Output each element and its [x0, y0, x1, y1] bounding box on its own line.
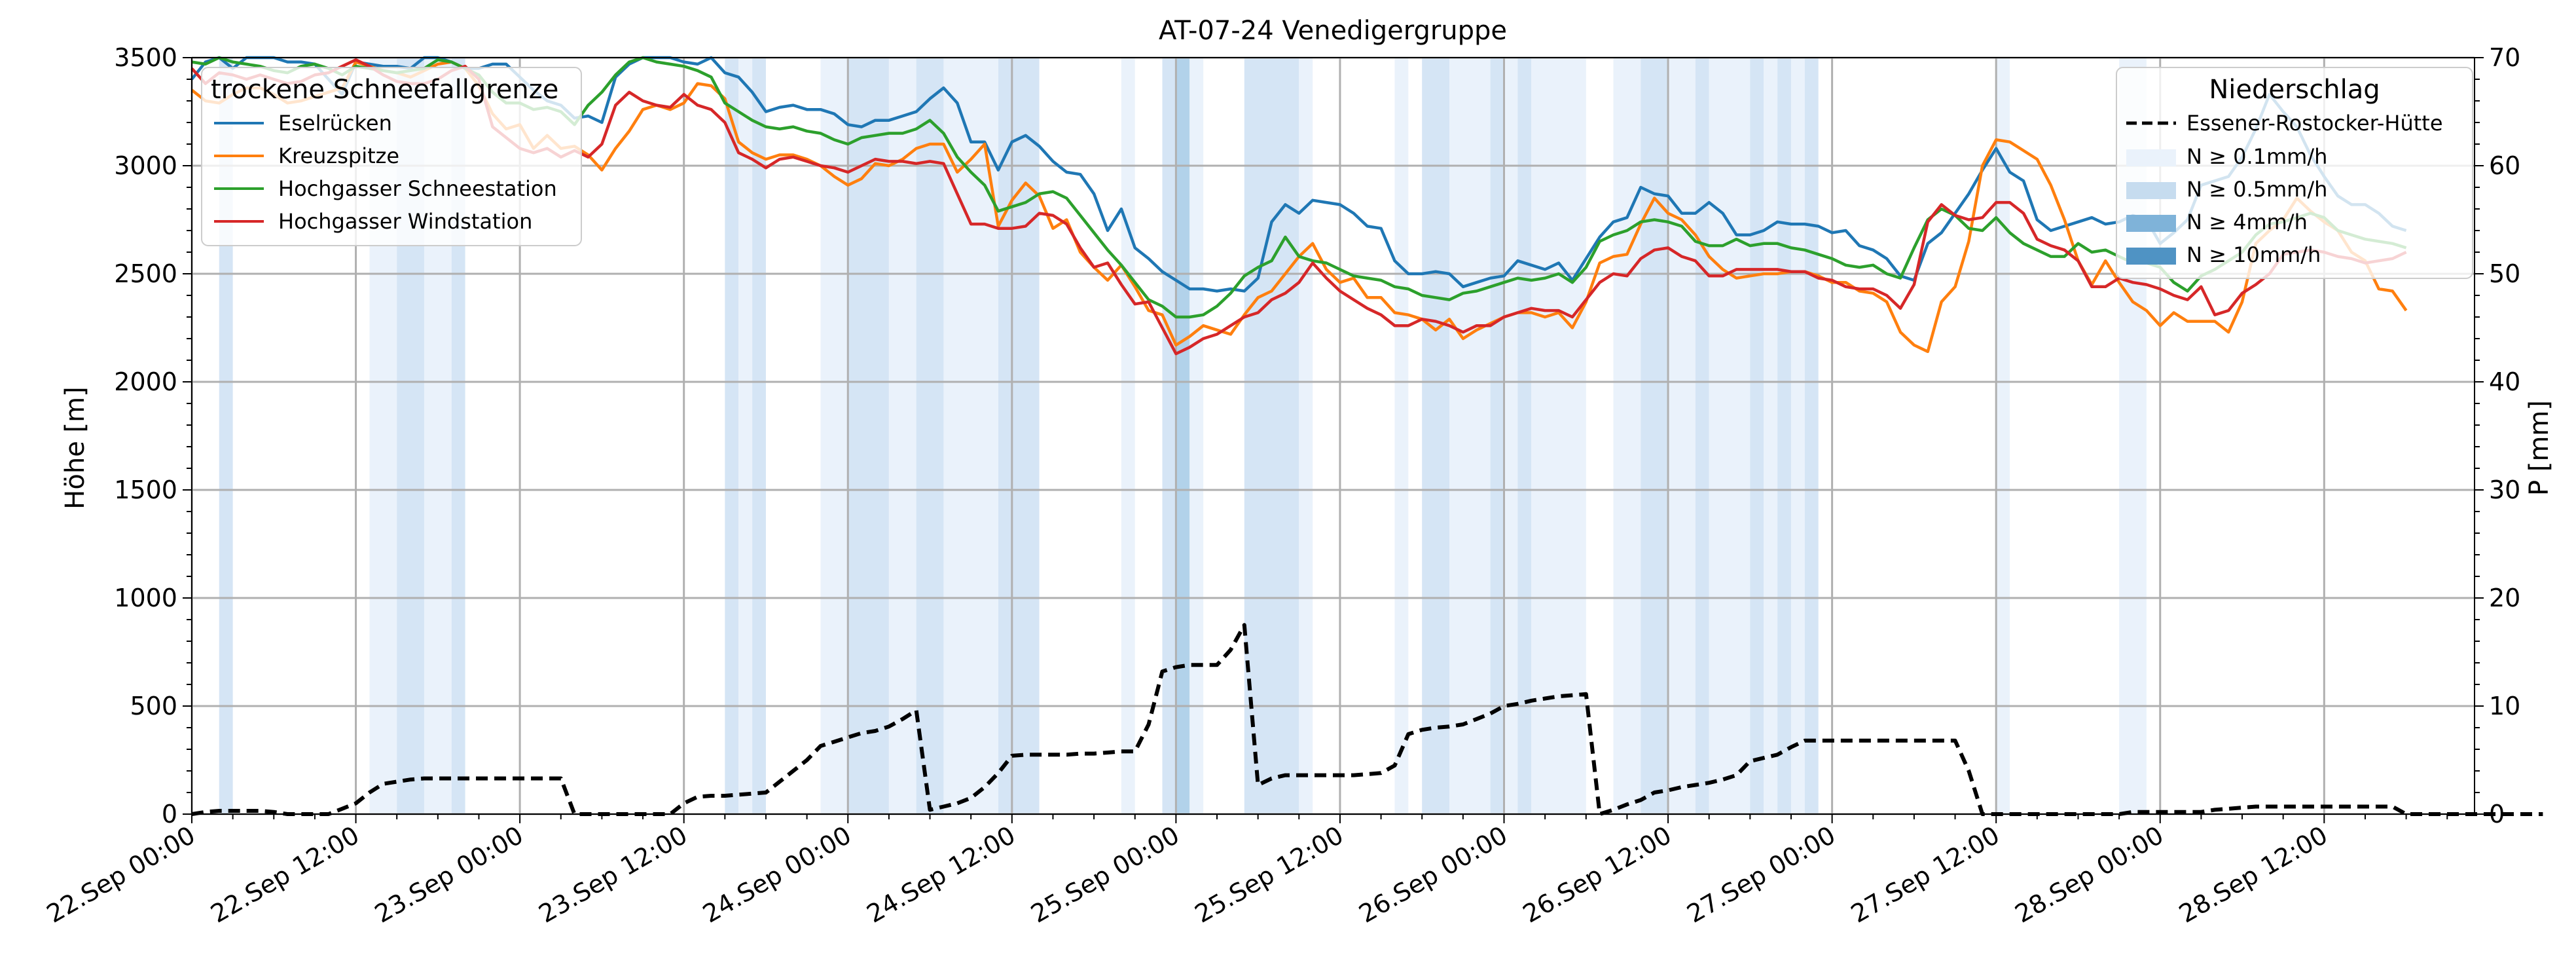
legend-snowline: trockene Schneefallgrenze Eselrücken Kre…	[201, 67, 582, 246]
precip-band-19	[1299, 58, 1313, 814]
precip-band-34	[1777, 58, 1791, 814]
legend-swatch-precip-level-1	[2126, 149, 2176, 166]
precip-band-27	[1613, 58, 1641, 814]
legend-label-precip-level-2: N ≥ 0.5mm/h	[2186, 177, 2327, 202]
legend-label-hochgasser-schneestation: Hochgasser Schneestation	[278, 176, 557, 201]
legend-precipitation-title: Niederschlag	[2209, 75, 2380, 105]
precip-band-26	[1531, 58, 1586, 814]
y-tick-label-right-6: 60	[2489, 151, 2520, 180]
y-tick-label-left-6: 3000	[114, 151, 177, 180]
precip-band-4	[451, 58, 465, 814]
legend-snowline-title: trockene Schneefallgrenze	[211, 75, 558, 105]
precip-band-10	[888, 58, 916, 814]
legend-snowline-frame	[201, 67, 582, 246]
y-tick-label-right-1: 10	[2489, 692, 2520, 720]
y-tick-label-right-5: 50	[2489, 259, 2520, 288]
y-tick-label-right-4: 40	[2489, 367, 2520, 396]
precip-band-37	[1996, 58, 2010, 814]
precip-band-11	[916, 58, 944, 814]
precip-band-36	[1804, 58, 1819, 814]
legend-label-kreuzspitze: Kreuzspitze	[278, 143, 399, 168]
precip-band-5	[725, 58, 739, 814]
y-tick-label-right-3: 30	[2489, 476, 2520, 504]
legend-label-precip-level-3: N ≥ 4mm/h	[2186, 210, 2308, 234]
legend-label-precip-level-1: N ≥ 0.1mm/h	[2186, 144, 2327, 169]
precip-band-23	[1490, 58, 1504, 814]
precip-band-21	[1422, 58, 1449, 814]
precip-band-30	[1695, 58, 1709, 814]
legend-label-precip-level-4: N ≥ 10mm/h	[2186, 242, 2321, 267]
precip-band-15	[1162, 58, 1176, 814]
legend-label-eselruecken: Eselrücken	[278, 111, 392, 136]
legend-label-hochgasser-windstation: Hochgasser Windstation	[278, 209, 532, 234]
precip-band-35	[1790, 58, 1805, 814]
precip-band-20	[1394, 58, 1409, 814]
precip-band-7	[752, 58, 766, 814]
precip-band-18	[1244, 58, 1299, 814]
precip-band-22	[1449, 58, 1491, 814]
legend-swatch-precip-level-3	[2126, 215, 2176, 232]
precip-band-29	[1668, 58, 1696, 814]
y-tick-label-left-1: 500	[130, 692, 177, 720]
y-axis-label-left: Höhe [m]	[60, 386, 90, 509]
legend-label-essener-rostocker-huette: Essener-Rostocker-Hütte	[2186, 111, 2443, 136]
precip-band-28	[1641, 58, 1669, 814]
y-tick-label-left-0: 0	[162, 800, 177, 829]
legend-swatch-precip-level-4	[2126, 248, 2176, 265]
precip-band-14	[1121, 58, 1135, 814]
legend-precipitation-frame	[2116, 67, 2473, 279]
y-tick-label-left-7: 3500	[114, 43, 177, 72]
y-tick-label-left-3: 1500	[114, 476, 177, 504]
y-tick-label-right-7: 70	[2489, 43, 2520, 72]
plot-frame	[191, 57, 2475, 815]
precip-band-13	[998, 58, 1040, 814]
legend-precipitation: Niederschlag Essener-Rostocker-Hütte N ≥…	[2116, 67, 2473, 279]
y-tick-label-right-2: 20	[2489, 584, 2520, 612]
precip-band-0	[219, 58, 233, 814]
chart-title: AT-07-24 Venedigergruppe	[1159, 16, 1507, 46]
y-tick-label-left-4: 2000	[114, 367, 177, 396]
precip-band-24	[1504, 58, 1518, 814]
precip-band-32	[1750, 58, 1764, 814]
precip-band-16	[1176, 58, 1190, 814]
precip-band-9	[848, 58, 889, 814]
precipitation-bands	[219, 58, 2147, 814]
precip-band-31	[1709, 58, 1751, 814]
precip-band-17	[1189, 58, 1204, 814]
y-axis-label-right: P [mm]	[2524, 400, 2554, 496]
precip-band-33	[1764, 58, 1778, 814]
precip-band-25	[1517, 58, 1532, 814]
y-tick-label-left-5: 2500	[114, 259, 177, 288]
y-tick-label-left-2: 1000	[114, 584, 177, 612]
legend-swatch-precip-level-2	[2126, 182, 2176, 199]
precip-band-6	[738, 58, 753, 814]
y-tick-label-right-0: 0	[2489, 800, 2505, 829]
